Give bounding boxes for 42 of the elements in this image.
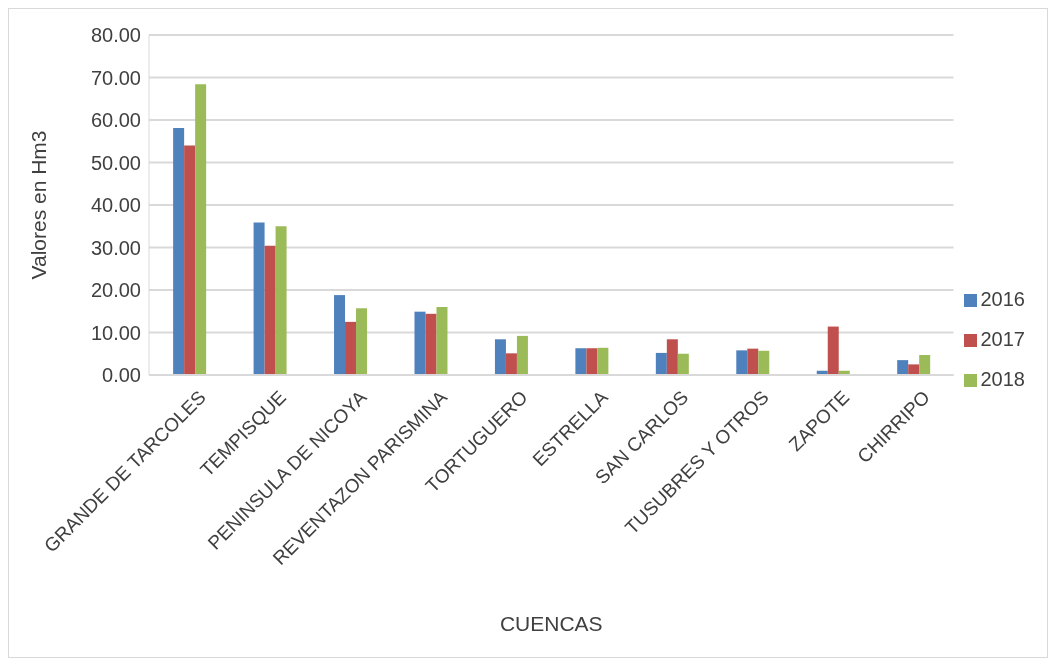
- y-tick-label: 60.00: [90, 109, 141, 132]
- y-axis-title: Valores en Hm3: [27, 130, 51, 280]
- legend-label: 2018: [980, 368, 1025, 390]
- bar: [747, 348, 759, 375]
- bar: [334, 295, 346, 375]
- bar: [575, 348, 587, 375]
- bar: [919, 355, 931, 375]
- bar: [736, 350, 748, 375]
- bar: [436, 307, 448, 375]
- bar: [425, 313, 437, 375]
- y-tick-label: 0.00: [102, 364, 141, 387]
- bar: [253, 222, 265, 375]
- bar: [494, 339, 506, 375]
- bar: [414, 311, 426, 375]
- bar: [173, 128, 185, 375]
- bar: [827, 326, 839, 375]
- bar: [264, 245, 276, 375]
- bar: [897, 360, 909, 375]
- y-tick-label: 80.00: [90, 24, 141, 47]
- bar: [345, 321, 357, 375]
- y-tick-label: 70.00: [90, 66, 141, 89]
- y-tick-label: 30.00: [90, 236, 141, 259]
- y-tick-label: 40.00: [90, 194, 141, 217]
- legend-label: 2017: [980, 328, 1025, 350]
- y-tick-label: 10.00: [90, 321, 141, 344]
- bar: [184, 145, 196, 375]
- bar: [597, 347, 609, 375]
- bar: [195, 84, 207, 375]
- bar: [356, 308, 368, 375]
- bar: [586, 348, 598, 375]
- y-tick-label: 20.00: [90, 279, 141, 302]
- bar: [516, 335, 528, 375]
- bar: [666, 339, 678, 375]
- bar: [908, 364, 920, 375]
- legend-label: 2016: [980, 288, 1025, 310]
- bar: [275, 226, 287, 375]
- bar: [655, 352, 667, 375]
- x-axis-title: CUENCAS: [499, 612, 603, 635]
- bar: [677, 353, 689, 375]
- bar: [758, 350, 770, 375]
- bar: [505, 353, 517, 375]
- y-tick-label: 50.00: [90, 151, 141, 174]
